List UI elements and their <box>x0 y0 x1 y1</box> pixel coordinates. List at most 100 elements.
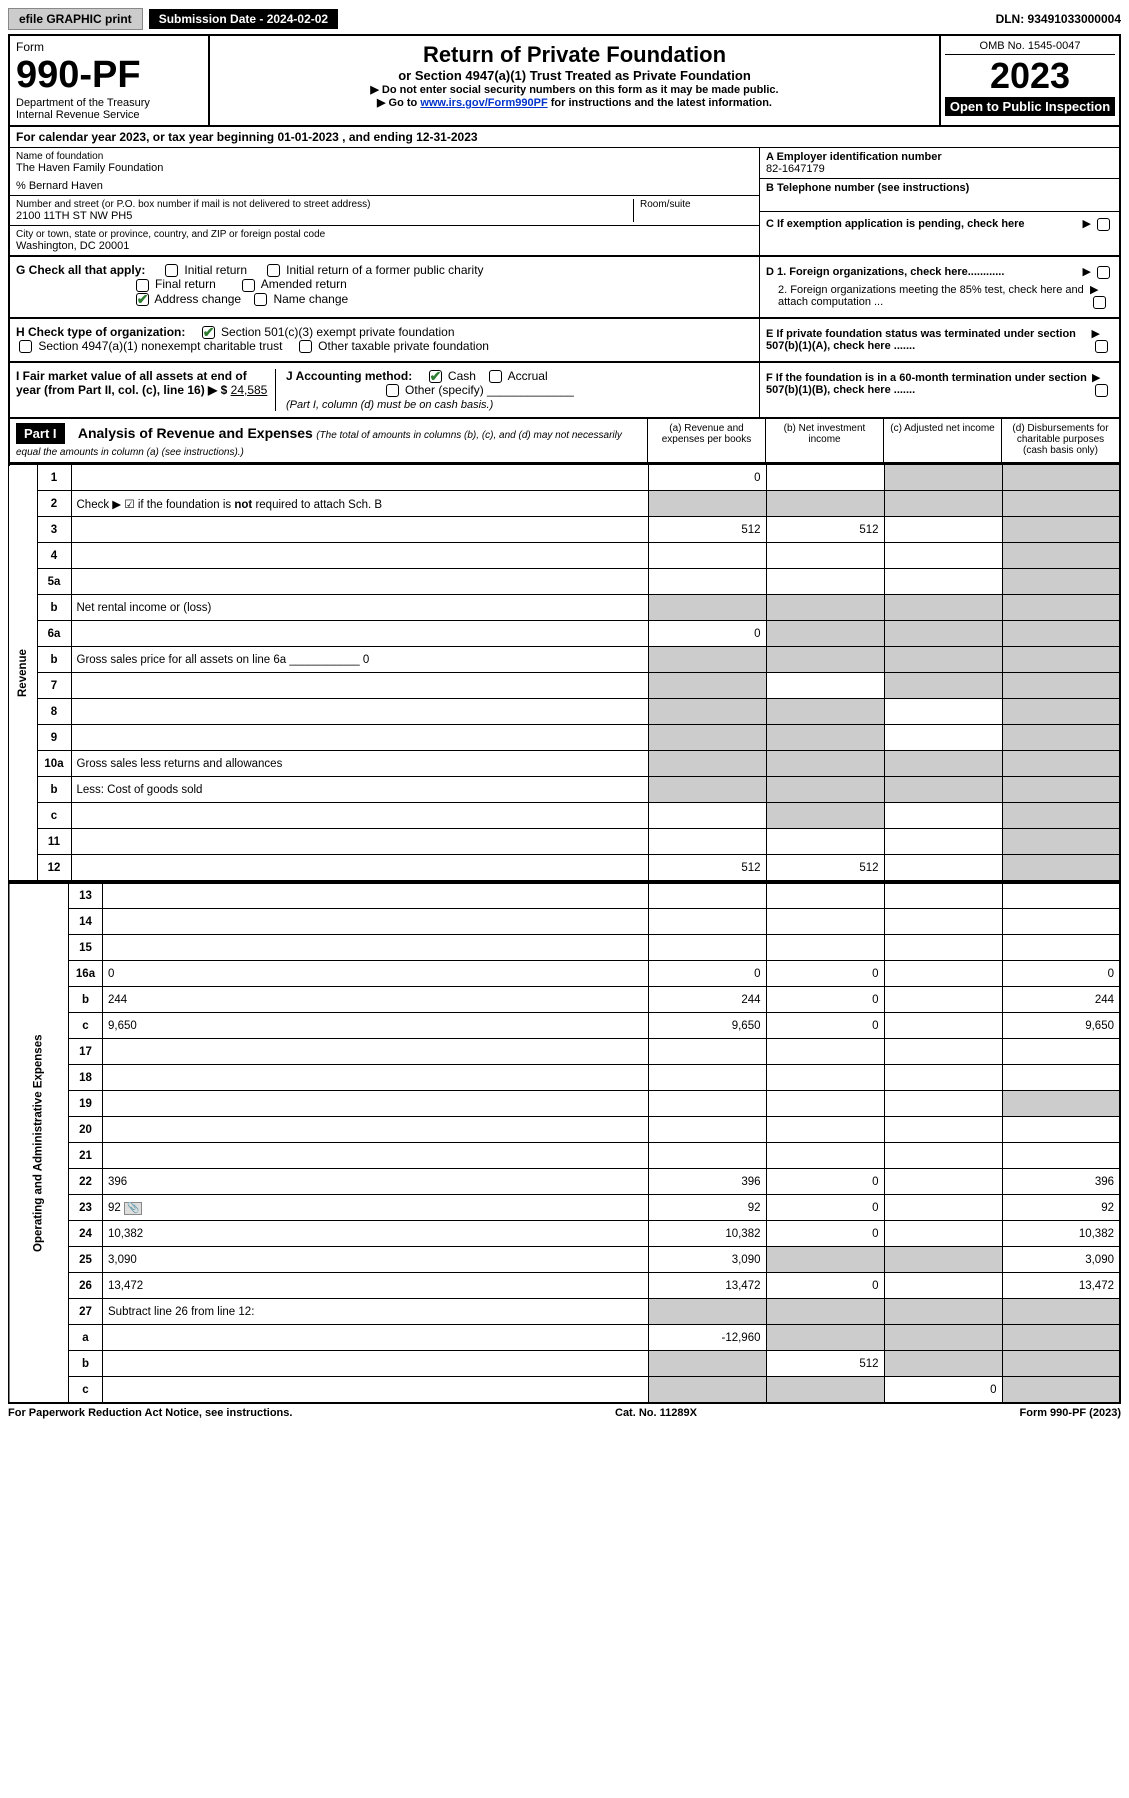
line-description: 9,650 <box>103 1013 649 1039</box>
d2-checkbox[interactable] <box>1093 296 1106 309</box>
cell-c <box>884 751 1002 777</box>
line-description: 3,090 <box>103 1247 649 1273</box>
d1-checkbox[interactable] <box>1097 266 1110 279</box>
city-label: City or town, state or province, country… <box>16 229 753 240</box>
cell-c <box>884 855 1002 881</box>
pending-checkbox[interactable] <box>1097 218 1110 231</box>
line-description <box>71 543 648 569</box>
line-description <box>103 1351 649 1377</box>
line-number: b <box>37 647 71 673</box>
cell-d <box>1002 829 1120 855</box>
j-accrual-checkbox[interactable] <box>489 370 502 383</box>
line-description <box>71 569 648 595</box>
initial-former-checkbox[interactable] <box>267 264 280 277</box>
cell-b: 0 <box>766 1169 884 1195</box>
instruction-2: ▶ Go to www.irs.gov/Form990PF for instru… <box>216 96 933 109</box>
line-number: 3 <box>37 517 71 543</box>
street-address: 2100 11TH ST NW PH5 <box>16 210 633 222</box>
line-description <box>71 673 648 699</box>
city-state-zip: Washington, DC 20001 <box>16 240 753 252</box>
initial-return-checkbox[interactable] <box>165 264 178 277</box>
line-number: c <box>69 1013 103 1039</box>
col-c-header: (c) Adjusted net income <box>883 419 1001 462</box>
line-number: 11 <box>37 829 71 855</box>
table-row: 2410,38210,382010,382 <box>9 1221 1120 1247</box>
e-checkbox[interactable] <box>1095 340 1108 353</box>
page-footer: For Paperwork Reduction Act Notice, see … <box>8 1404 1121 1422</box>
cell-a: 0 <box>648 465 766 491</box>
footer-left: For Paperwork Reduction Act Notice, see … <box>8 1407 292 1419</box>
cell-c <box>884 1195 1002 1221</box>
cell-d: 3,090 <box>1002 1247 1120 1273</box>
line-number: 8 <box>37 699 71 725</box>
cell-a: 396 <box>648 1169 766 1195</box>
table-row: 223963960396 <box>9 1169 1120 1195</box>
cell-c <box>884 543 1002 569</box>
line-description <box>71 699 648 725</box>
g-label: G Check all that apply: <box>16 263 145 277</box>
table-row: 2392 📎92092 <box>9 1195 1120 1221</box>
cell-d <box>1002 1143 1120 1169</box>
table-row: 15 <box>9 935 1120 961</box>
cell-c <box>884 725 1002 751</box>
final-return-checkbox[interactable] <box>136 279 149 292</box>
table-row: a-12,960 <box>9 1325 1120 1351</box>
address-change-checkbox[interactable] <box>136 293 149 306</box>
cell-c <box>884 1169 1002 1195</box>
table-row: 16a0000 <box>9 961 1120 987</box>
cell-d: 0 <box>1002 961 1120 987</box>
ein-value: 82-1647179 <box>766 163 1113 175</box>
foundation-name: The Haven Family Foundation <box>16 162 753 174</box>
efile-button[interactable]: efile GRAPHIC print <box>8 8 143 30</box>
cell-d <box>1002 543 1120 569</box>
cell-d <box>1002 673 1120 699</box>
cell-d <box>1002 855 1120 881</box>
irs-link[interactable]: www.irs.gov/Form990PF <box>420 97 547 109</box>
cell-d <box>1002 909 1120 935</box>
cell-c <box>884 1299 1002 1325</box>
cell-b <box>766 883 884 909</box>
omb-number: OMB No. 1545-0047 <box>945 40 1115 55</box>
table-row: b512 <box>9 1351 1120 1377</box>
table-row: 11 <box>9 829 1120 855</box>
h-501c3-checkbox[interactable] <box>202 326 215 339</box>
h-other-checkbox[interactable] <box>299 340 312 353</box>
j-cash-checkbox[interactable] <box>429 370 442 383</box>
cell-a: 512 <box>648 517 766 543</box>
j-other-checkbox[interactable] <box>386 384 399 397</box>
table-row: c9,6509,65009,650 <box>9 1013 1120 1039</box>
cell-c <box>884 961 1002 987</box>
name-change-checkbox[interactable] <box>254 293 267 306</box>
line-description <box>103 1039 649 1065</box>
line-description <box>103 883 649 909</box>
amended-return-checkbox[interactable] <box>242 279 255 292</box>
cell-d <box>1002 1065 1120 1091</box>
cell-d <box>1002 1039 1120 1065</box>
line-description: 396 <box>103 1169 649 1195</box>
cell-c <box>884 673 1002 699</box>
f-checkbox[interactable] <box>1095 384 1108 397</box>
room-label: Room/suite <box>640 199 753 210</box>
line-description <box>103 1117 649 1143</box>
line-number: 26 <box>69 1273 103 1299</box>
irs-label: Internal Revenue Service <box>16 109 202 121</box>
line-description <box>71 725 648 751</box>
form-number: 990-PF <box>16 54 202 97</box>
pending-label: C If exemption application is pending, c… <box>766 218 1025 230</box>
cell-b <box>766 1117 884 1143</box>
line-description: Subtract line 26 from line 12: <box>103 1299 649 1325</box>
h-4947-checkbox[interactable] <box>19 340 32 353</box>
table-row: bLess: Cost of goods sold <box>9 777 1120 803</box>
col-a-header: (a) Revenue and expenses per books <box>647 419 765 462</box>
cell-d <box>1002 935 1120 961</box>
table-row: 4 <box>9 543 1120 569</box>
cell-c <box>884 1091 1002 1117</box>
cell-a: 3,090 <box>648 1247 766 1273</box>
line-number: 1 <box>37 465 71 491</box>
line-description <box>71 465 648 491</box>
h-4947-label: Section 4947(a)(1) nonexempt charitable … <box>38 339 282 353</box>
cell-b: 512 <box>766 855 884 881</box>
cell-b <box>766 1247 884 1273</box>
cell-a: 13,472 <box>648 1273 766 1299</box>
cell-c <box>884 883 1002 909</box>
